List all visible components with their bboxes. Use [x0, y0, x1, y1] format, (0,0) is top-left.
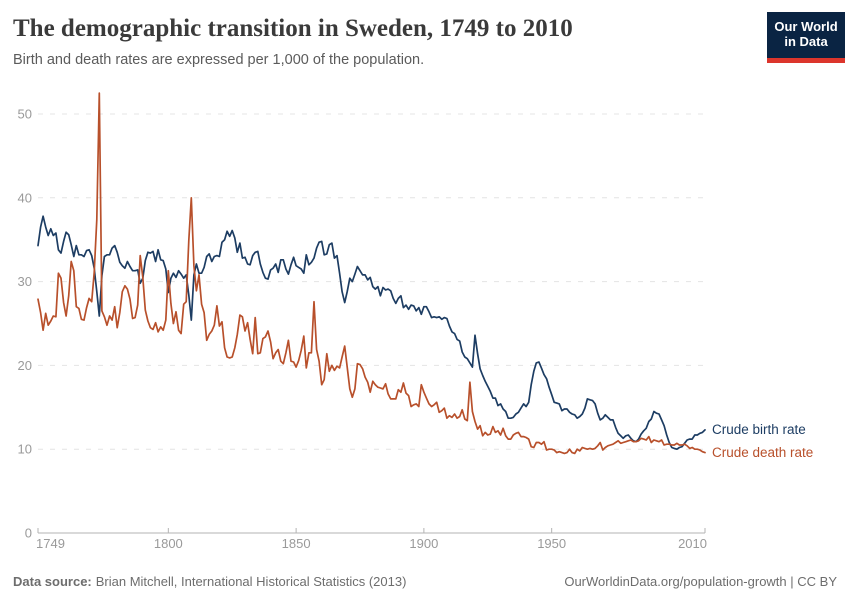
series-label-crude-death-rate: Crude death rate [712, 444, 814, 460]
footer-divider: | [786, 574, 798, 589]
chart-subtitle: Birth and death rates are expressed per … [13, 52, 425, 68]
owid-logo: Our World in Data [767, 12, 845, 63]
svg-text:1850: 1850 [282, 536, 311, 551]
svg-text:50: 50 [18, 107, 32, 122]
attribution-note: OurWorldinData.org/population-growth | C… [564, 574, 837, 589]
svg-text:1950: 1950 [537, 536, 566, 551]
license-label: CC BY [797, 574, 837, 589]
owid-logo-line2: in Data [784, 34, 828, 50]
svg-text:10: 10 [18, 442, 32, 457]
owid-logo-line1: Our World [774, 19, 838, 34]
chart-footer: Data source: Brian Mitchell, Internationa… [13, 574, 837, 589]
svg-text:1900: 1900 [409, 536, 438, 551]
svg-text:0: 0 [25, 526, 32, 541]
svg-text:2010: 2010 [678, 536, 707, 551]
svg-text:1800: 1800 [154, 536, 183, 551]
svg-text:30: 30 [18, 274, 32, 289]
data-source-label: Data source: [13, 574, 92, 589]
owid-url-link[interactable]: OurWorldinData.org/population-growth [564, 574, 787, 589]
chart-title: The demographic transition in Sweden, 17… [13, 15, 573, 42]
data-source-text: Brian Mitchell, International Historical… [95, 574, 407, 589]
data-source-note: Data source: Brian Mitchell, Internationa… [13, 574, 406, 589]
svg-text:40: 40 [18, 190, 32, 205]
series-label-crude-birth-rate: Crude birth rate [712, 421, 806, 437]
svg-text:1749: 1749 [36, 536, 65, 551]
svg-text:20: 20 [18, 358, 32, 373]
